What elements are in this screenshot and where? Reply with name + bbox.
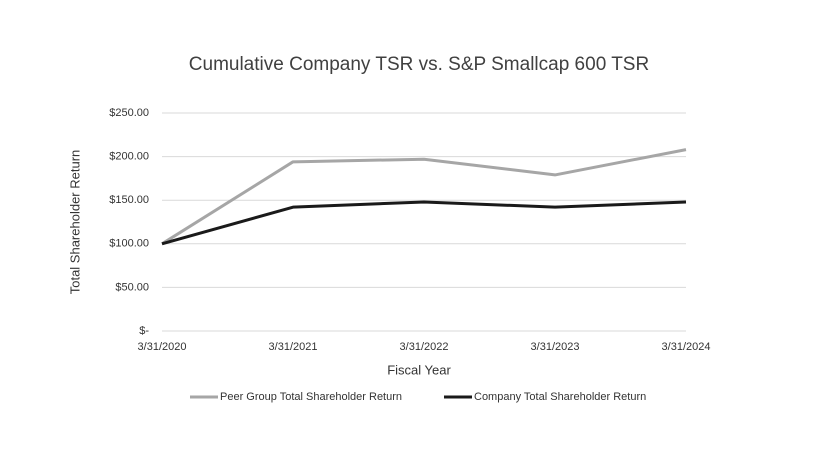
series-line — [161, 148, 687, 246]
x-tick-label: 3/31/2023 — [531, 341, 580, 353]
y-tick-label: $- — [139, 325, 149, 337]
x-tick-label: 3/31/2022 — [400, 341, 449, 353]
x-tick-label: 3/31/2024 — [662, 341, 711, 353]
x-tick-label: 3/31/2020 — [138, 341, 187, 353]
y-tick-label: $250.00 — [109, 107, 149, 119]
x-tick-label: 3/31/2021 — [269, 341, 318, 353]
y-axis-title: Total Shareholder Return — [67, 150, 82, 295]
y-tick-label: $100.00 — [109, 238, 149, 250]
series-line — [161, 200, 687, 246]
x-axis-title: Fiscal Year — [387, 362, 451, 377]
y-tick-label: $150.00 — [109, 194, 149, 206]
chart-title: Cumulative Company TSR vs. S&P Smallcap … — [189, 54, 649, 75]
y-tick-label: $50.00 — [115, 281, 149, 293]
legend-label: Company Total Shareholder Return — [474, 391, 646, 403]
y-tick-label: $200.00 — [109, 151, 149, 163]
legend-label: Peer Group Total Shareholder Return — [220, 391, 402, 403]
